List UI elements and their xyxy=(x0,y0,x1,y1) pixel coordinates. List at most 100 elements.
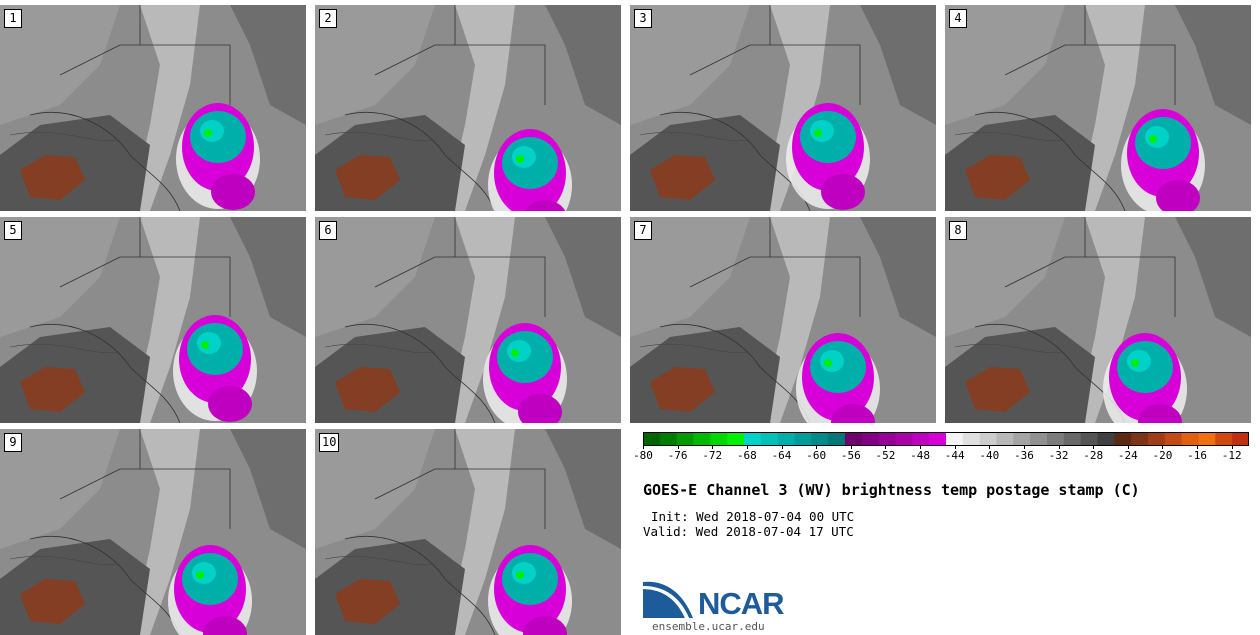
panel-label: 2 xyxy=(319,9,337,28)
colorbar-tick-mark xyxy=(989,445,991,449)
colorbar-swatch xyxy=(895,432,913,446)
panel-label: 3 xyxy=(634,9,652,28)
storm-cell-icon xyxy=(201,341,209,349)
colorbar-swatch xyxy=(962,432,981,446)
wv-map xyxy=(315,5,621,211)
colorbar-tick-mark xyxy=(712,445,714,449)
colorbar-tick-mark xyxy=(1197,445,1199,449)
colorbar-tick-label: -20 xyxy=(1152,449,1173,462)
colorbar-tick-label: -24 xyxy=(1117,449,1138,462)
stamp-panel-8[interactable]: 8 xyxy=(945,217,1251,423)
colorbar-tick-label: -60 xyxy=(806,449,827,462)
wv-map xyxy=(945,217,1251,423)
wv-map xyxy=(945,5,1251,211)
panel-label: 4 xyxy=(949,9,967,28)
colorbar-swatch xyxy=(794,432,812,446)
storm-cell-icon xyxy=(196,571,204,579)
panel-label: 6 xyxy=(319,221,337,240)
colorbar-swatch xyxy=(912,432,930,446)
colorbar-tick-mark xyxy=(1058,445,1060,449)
colorbar-tick-label: -76 xyxy=(667,449,688,462)
colorbar-swatch xyxy=(1047,432,1065,446)
colorbar-swatch xyxy=(1198,432,1216,446)
stamp-panel-2[interactable]: 2 xyxy=(315,5,621,211)
stamp-panel-5[interactable]: 5 xyxy=(0,217,306,423)
panel-label: 5 xyxy=(4,221,22,240)
colorbar-swatch xyxy=(676,432,694,446)
colorbar-border xyxy=(643,432,1249,446)
wv-map xyxy=(315,217,621,423)
colorbar-swatch xyxy=(1181,432,1199,446)
colorbar-swatch xyxy=(710,432,728,446)
colorbar-tick-label: -44 xyxy=(944,449,965,462)
colorbar-swatch xyxy=(1063,432,1082,446)
storm-cell-icon xyxy=(1131,359,1139,367)
ncar-swoosh-icon xyxy=(643,581,693,618)
colorbar-swatch xyxy=(996,432,1014,446)
storm-cell-icon xyxy=(204,129,212,137)
colorbar-tick-label: -48 xyxy=(910,449,930,462)
colorbar-tick-mark xyxy=(746,445,748,449)
init-time: Init: Wed 2018-07-04 00 UTC xyxy=(651,509,855,524)
storm-cell-icon xyxy=(516,571,524,579)
colorbar-tick-label: -80 xyxy=(633,449,653,462)
stamp-panel-1[interactable]: 1 xyxy=(0,5,306,211)
colorbar-swatch xyxy=(1164,432,1183,446)
colorbar-tick-mark xyxy=(885,445,887,449)
colorbar-tick-label: -68 xyxy=(736,449,757,462)
wv-map xyxy=(315,429,621,635)
stamp-panel-7[interactable]: 7 xyxy=(630,217,936,423)
colorbar-swatch xyxy=(1080,432,1098,446)
colorbar-swatch xyxy=(811,432,829,446)
colorbar-swatch xyxy=(1232,432,1249,446)
colorbar-tick-mark xyxy=(816,445,818,449)
colorbar-tick-mark xyxy=(643,445,644,449)
colorbar-swatch xyxy=(861,432,880,446)
storm-cell-icon xyxy=(1149,135,1157,143)
colorbar-swatch xyxy=(659,432,678,446)
figure-title: GOES-E Channel 3 (WV) brightness temp po… xyxy=(643,481,1140,499)
panel-label: 8 xyxy=(949,221,967,240)
colorbar-tick-label: -32 xyxy=(1048,449,1069,462)
logo-url[interactable]: ensemble.ucar.edu xyxy=(652,620,765,633)
colorbar-swatch xyxy=(727,432,745,446)
panel-label: 10 xyxy=(319,433,340,452)
stamp-panel-10[interactable]: 10 xyxy=(315,429,621,635)
colorbar-swatch xyxy=(828,432,846,446)
colorbar-tick-mark xyxy=(1093,445,1095,449)
storm-cell-icon xyxy=(824,359,832,367)
colorbar-swatch xyxy=(1114,432,1132,446)
ncar-logo-text[interactable]: NCAR xyxy=(698,586,785,621)
colorbar-tick-mark xyxy=(954,445,956,449)
panel-label: 7 xyxy=(634,221,652,240)
colorbar-tick-mark xyxy=(1231,445,1233,449)
colorbar-swatch xyxy=(1215,432,1233,446)
wv-map xyxy=(630,5,936,211)
colorbar-swatch xyxy=(643,432,661,446)
colorbar-swatch xyxy=(1013,432,1031,446)
stamp-panel-6[interactable]: 6 xyxy=(315,217,621,423)
colorbar-tick-mark xyxy=(1023,445,1025,449)
wv-map xyxy=(0,5,306,211)
stamp-panel-4[interactable]: 4 xyxy=(945,5,1251,211)
panel-label: 1 xyxy=(4,9,22,28)
colorbar-tick-label: -12 xyxy=(1221,449,1242,462)
colorbar-tick-label: -40 xyxy=(979,449,1000,462)
colorbar-ticks: -80 -76 -72 -68 -64 -60 -56 -52 -48 -44 -40 -36 -32 -… xyxy=(633,444,1253,468)
stamp-panel-3[interactable]: 3 xyxy=(630,5,936,211)
colorbar xyxy=(643,432,1249,446)
colorbar-swatch xyxy=(946,432,964,446)
colorbar-swatch xyxy=(979,432,997,446)
stamp-panel-9[interactable]: 9 xyxy=(0,429,306,635)
colorbar-tick-mark xyxy=(1162,445,1164,449)
colorbar-tick-label: -64 xyxy=(771,449,792,462)
storm-cell-icon xyxy=(814,129,822,137)
colorbar-swatch xyxy=(1097,432,1115,446)
colorbar-tick-mark xyxy=(781,445,783,449)
colorbar-tick-label: -56 xyxy=(840,449,861,462)
colorbar-tick-mark xyxy=(1127,445,1129,449)
storm-cell-icon xyxy=(511,349,519,357)
colorbar-swatch xyxy=(1131,432,1149,446)
panel-label: 9 xyxy=(4,433,22,452)
colorbar-tick-mark xyxy=(920,445,922,449)
